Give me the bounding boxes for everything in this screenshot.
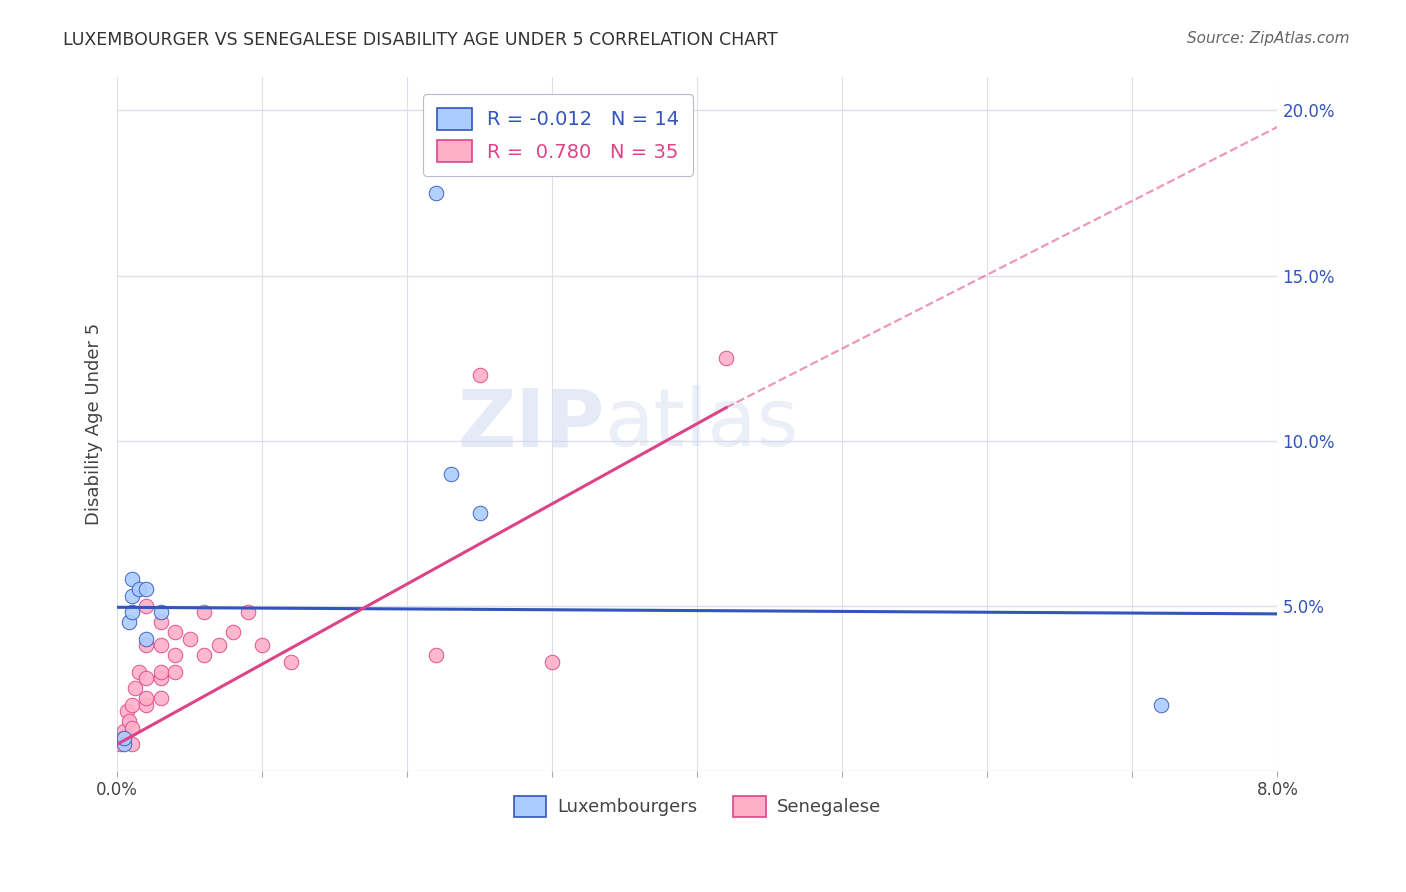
Point (114, 737, 136, 751)
Point (128, 582, 150, 596)
Point (121, 737, 143, 751)
Point (121, 572, 143, 586)
Point (135, 599, 157, 613)
Point (208, 638, 231, 652)
Point (128, 665, 150, 679)
Point (114, 731, 136, 745)
Point (149, 638, 172, 652)
Point (149, 691, 172, 706)
Point (149, 615, 172, 629)
Point (110, 731, 132, 745)
Point (121, 589, 143, 603)
Point (149, 665, 172, 679)
Point (118, 615, 141, 629)
Point (135, 582, 157, 596)
Point (222, 625, 245, 640)
Y-axis label: Disability Age Under 5: Disability Age Under 5 (86, 323, 103, 525)
Text: atlas: atlas (605, 385, 799, 463)
Point (114, 724, 136, 739)
Point (117, 704, 139, 718)
Point (440, 467, 463, 481)
Point (165, 665, 187, 679)
Point (716, 351, 738, 365)
Point (280, 655, 302, 669)
Point (135, 632, 157, 646)
Point (165, 648, 187, 662)
Text: ZIP: ZIP (457, 385, 605, 463)
Point (121, 721, 143, 735)
Point (165, 625, 187, 640)
Point (135, 698, 157, 712)
Point (193, 605, 215, 619)
Point (108, 737, 131, 751)
Point (468, 506, 491, 520)
Point (541, 655, 564, 669)
Point (149, 671, 172, 685)
Point (121, 605, 143, 619)
Point (124, 681, 146, 695)
Point (250, 638, 273, 652)
Point (179, 632, 201, 646)
Legend: Luxembourgers, Senegalese: Luxembourgers, Senegalese (506, 789, 889, 824)
Point (135, 638, 157, 652)
Text: Source: ZipAtlas.com: Source: ZipAtlas.com (1187, 31, 1350, 46)
Point (236, 605, 259, 619)
Point (425, 648, 447, 662)
Point (468, 368, 491, 382)
Point (425, 186, 447, 200)
Point (121, 698, 143, 712)
Point (135, 691, 157, 706)
Point (118, 714, 141, 728)
Point (135, 671, 157, 685)
Point (149, 605, 172, 619)
Point (193, 648, 215, 662)
Text: LUXEMBOURGER VS SENEGALESE DISABILITY AGE UNDER 5 CORRELATION CHART: LUXEMBOURGER VS SENEGALESE DISABILITY AG… (63, 31, 778, 49)
Point (1150, 698, 1173, 712)
